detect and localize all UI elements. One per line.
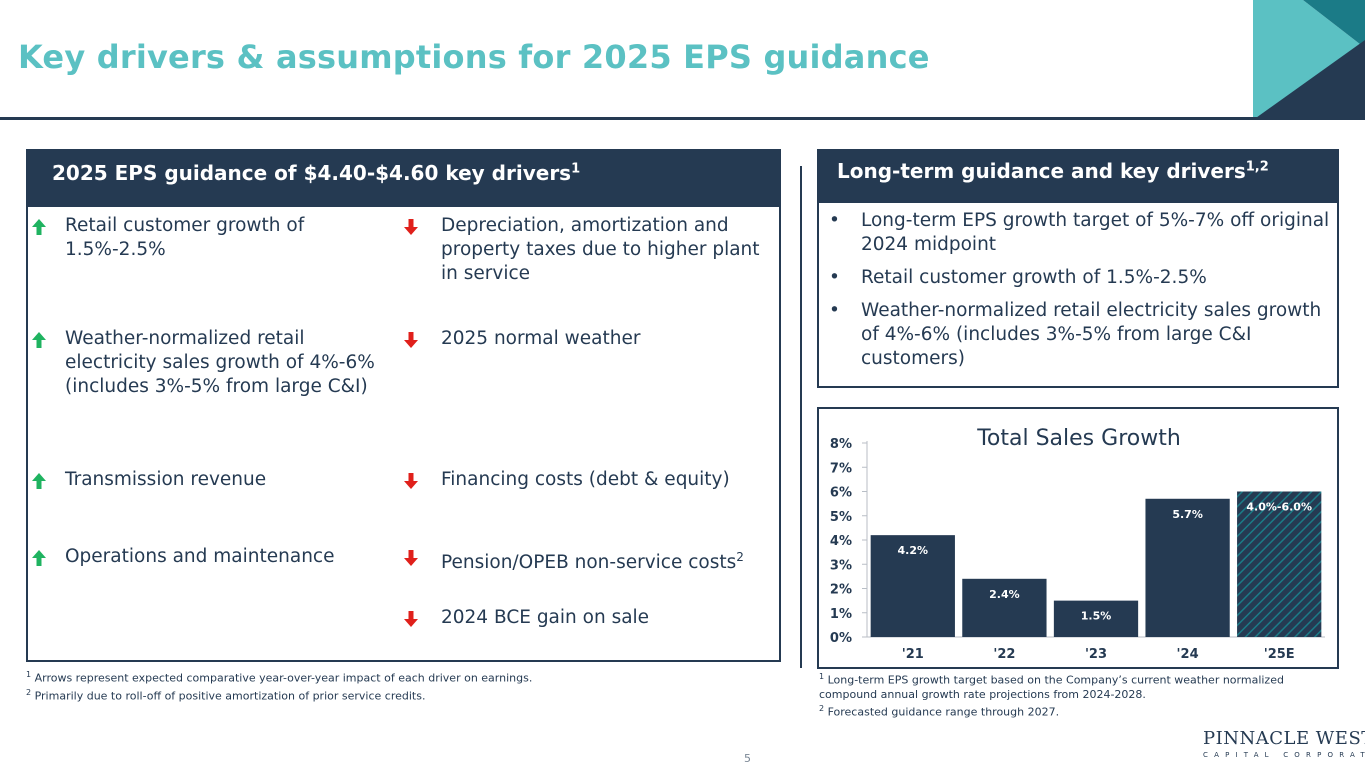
long-term-guidance-header: Long-term guidance and key drivers1,2 xyxy=(819,151,1337,203)
footnote-text: Arrows represent expected comparative ye… xyxy=(31,671,533,685)
y-tick-label: 7% xyxy=(830,461,852,476)
down-arrow-icon xyxy=(404,219,418,235)
right-footnotes: 1 Long-term EPS growth target based on t… xyxy=(819,670,1339,719)
driver-operations-maintenance: Operations and maintenance xyxy=(32,545,382,569)
data-label: 1.5% xyxy=(1081,610,1112,623)
driver-bce-gain: 2024 BCE gain on sale xyxy=(404,606,769,630)
logo-wordmark: PINNACLE WEST xyxy=(1203,728,1365,749)
x-tick-label: '22 xyxy=(993,647,1015,662)
footnote-num: 2 xyxy=(819,703,825,713)
down-arrow-icon xyxy=(404,611,418,627)
eps-drivers-panel: 2025 EPS guidance of $4.40-$4.60 key dri… xyxy=(26,149,781,662)
footnote-text: Forecasted guidance range through 2027. xyxy=(824,705,1060,719)
footnote-text: Long-term EPS growth target based on the… xyxy=(819,673,1284,701)
y-tick-label: 8% xyxy=(830,437,852,452)
driver-retail-customer-growth: Retail customer growth of 1.5%-2.5% xyxy=(32,214,382,262)
bar xyxy=(1053,600,1139,637)
footnote-num: 1 xyxy=(26,670,32,679)
footnote-ref: 2 xyxy=(736,550,744,564)
right-footnote-1: 1 Long-term EPS growth target based on t… xyxy=(819,670,1339,702)
driver-text: Depreciation, amortization and property … xyxy=(441,215,760,284)
x-tick-label: '21 xyxy=(902,647,924,662)
right-footnote-2: 2 Forecasted guidance range through 2027… xyxy=(819,702,1339,720)
driver-text: Transmission revenue xyxy=(65,469,267,490)
driver-text: Financing costs (debt & equity) xyxy=(441,469,730,490)
driver-pension-opeb: Pension/OPEB non-service costs2 xyxy=(404,545,779,575)
x-tick-label: '24 xyxy=(1177,647,1199,662)
y-tick-label: 0% xyxy=(830,631,852,646)
footnote-num: 1 xyxy=(819,672,825,681)
up-arrow-icon xyxy=(32,473,46,489)
driver-text: Weather-normalized retail electricity sa… xyxy=(65,328,375,397)
left-footnotes: 1 Arrows represent expected comparative … xyxy=(26,668,766,703)
driver-text: Pension/OPEB non-service costs xyxy=(441,552,737,574)
bar xyxy=(870,535,955,637)
long-term-guidance-panel: Long-term guidance and key drivers1,2 Lo… xyxy=(817,149,1339,388)
driver-transmission-revenue: Transmission revenue xyxy=(32,468,382,492)
up-arrow-icon xyxy=(32,219,46,235)
footnote-num: 2 xyxy=(26,687,32,697)
list-item: Weather-normalized retail electricity sa… xyxy=(819,299,1337,371)
y-tick-label: 1% xyxy=(830,607,852,622)
driver-weather-normalized-sales: Weather-normalized retail electricity sa… xyxy=(32,327,382,399)
footnote-text: Primarily due to roll-off of positive am… xyxy=(31,689,426,703)
title-rule xyxy=(0,117,1365,120)
data-label: 2.4% xyxy=(989,588,1020,601)
page-title: Key drivers & assumptions for 2025 EPS g… xyxy=(18,38,930,76)
column-divider xyxy=(800,166,802,668)
eps-drivers-header: 2025 EPS guidance of $4.40-$4.60 key dri… xyxy=(28,151,779,207)
long-term-guidance-list: Long-term EPS growth target of 5%-7% off… xyxy=(819,203,1337,371)
long-term-guidance-title: Long-term guidance and key drivers xyxy=(837,159,1246,183)
header-footnote-ref: 1 xyxy=(571,161,581,177)
data-label: 4.0%-6.0% xyxy=(1246,501,1312,514)
driver-text: 2024 BCE gain on sale xyxy=(441,607,650,628)
driver-text: 2025 normal weather xyxy=(441,328,641,349)
data-label: 5.7% xyxy=(1172,508,1203,521)
driver-text: Operations and maintenance xyxy=(65,546,335,567)
driver-text: Retail customer growth of 1.5%-2.5% xyxy=(65,215,305,260)
data-label: 4.2% xyxy=(898,544,929,557)
y-tick-label: 6% xyxy=(830,486,852,501)
sales-growth-chart-panel: Total Sales Growth 0% 1% 2% 3% 4% 5% 6% 7% 8% 4.2%… xyxy=(817,407,1339,669)
down-arrow-icon xyxy=(404,473,418,489)
bar xyxy=(1237,491,1322,637)
y-tick-label: 2% xyxy=(830,583,852,598)
y-tick-label: 5% xyxy=(830,510,852,525)
bar xyxy=(962,578,1047,637)
up-arrow-icon xyxy=(32,332,46,348)
eps-drivers-title: 2025 EPS guidance of $4.40-$4.60 key dri… xyxy=(52,161,572,185)
left-footnote-2: 2 Primarily due to roll-off of positive … xyxy=(26,686,766,704)
driver-depreciation: Depreciation, amortization and property … xyxy=(404,214,769,286)
company-logo: PINNACLE WEST CAPITAL CORPORATION xyxy=(1203,728,1365,759)
corner-decoration xyxy=(1253,0,1365,120)
y-tick-label: 4% xyxy=(830,534,852,549)
list-item: Long-term EPS growth target of 5%-7% off… xyxy=(819,209,1337,257)
list-item: Retail customer growth of 1.5%-2.5% xyxy=(819,266,1337,290)
down-arrow-icon xyxy=(404,332,418,348)
header-footnote-ref: 1,2 xyxy=(1245,159,1269,175)
x-tick-label: '25E xyxy=(1264,647,1295,662)
driver-financing-costs: Financing costs (debt & equity) xyxy=(404,468,769,492)
driver-normal-weather: 2025 normal weather xyxy=(404,327,769,351)
down-arrow-icon xyxy=(404,550,418,566)
chart-title: Total Sales Growth xyxy=(976,426,1181,451)
sales-growth-chart: Total Sales Growth 0% 1% 2% 3% 4% 5% 6% 7% 8% 4.2%… xyxy=(830,426,1325,662)
page-number: 5 xyxy=(744,752,751,765)
up-arrow-icon xyxy=(32,550,46,566)
bar xyxy=(1145,498,1230,637)
left-footnote-1: 1 Arrows represent expected comparative … xyxy=(26,668,766,686)
logo-tagline: CAPITAL CORPORATION xyxy=(1203,751,1365,759)
y-tick-label: 3% xyxy=(830,558,852,573)
x-tick-label: '23 xyxy=(1085,647,1107,662)
